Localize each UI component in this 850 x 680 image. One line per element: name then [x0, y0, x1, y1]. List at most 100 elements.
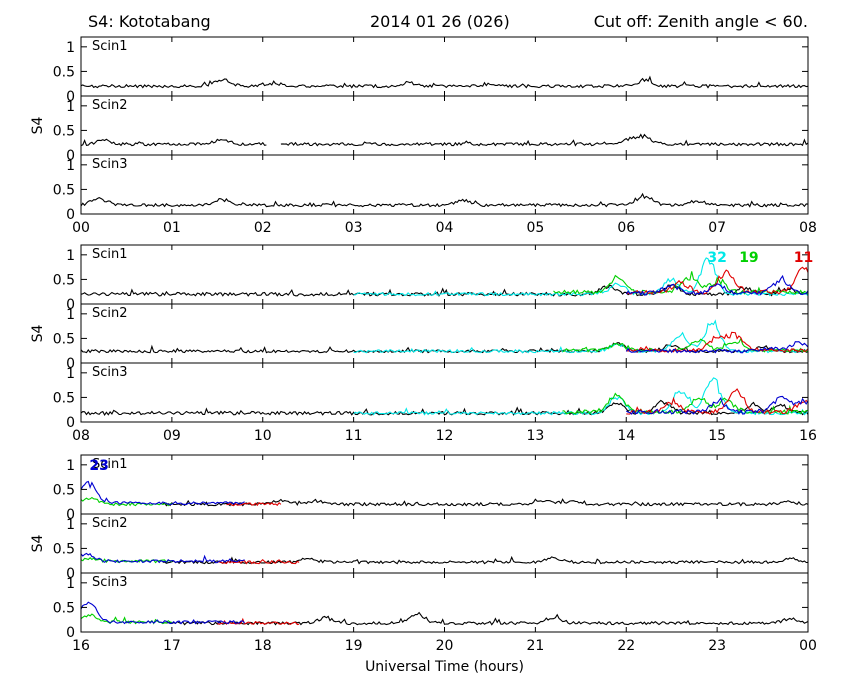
- y-tick-label: 1: [66, 248, 75, 264]
- x-tick-label: 08: [799, 220, 817, 236]
- panel-label: Scin2: [92, 516, 128, 531]
- series-line-g3-p3-black: [162, 611, 809, 626]
- x-tick-label: 10: [254, 428, 272, 444]
- y-tick-label: 0.5: [53, 482, 75, 498]
- y-tick-label: 0.5: [53, 182, 75, 198]
- series-line-g1-p1-black: [80, 75, 809, 89]
- series-line-g3-p2-green: [80, 557, 173, 564]
- y-tick-label: 0: [66, 415, 75, 431]
- y-tick-label: 0.5: [53, 541, 75, 557]
- series-line-g3-p3-red: [217, 617, 300, 626]
- x-tick-label: 13: [526, 428, 544, 444]
- series-line-g2-p3-green: [562, 392, 809, 415]
- y-tick-label: 0.5: [53, 331, 75, 347]
- x-tick-label: 00: [799, 638, 817, 654]
- x-tick-label: 21: [526, 638, 544, 654]
- y-tick-label: 1: [66, 517, 75, 533]
- y-tick-label: 0: [66, 148, 75, 164]
- y-tick-label: 0.5: [53, 64, 75, 80]
- series-line-g1-p3-black: [80, 192, 809, 208]
- x-tick-label: 18: [254, 638, 272, 654]
- series-line-g3-p1-red: [226, 501, 282, 507]
- x-tick-label: 11: [345, 428, 363, 444]
- y-tick-label: 0: [66, 625, 75, 641]
- x-tick-label: 15: [708, 428, 726, 444]
- series-line-g1-p2-black: [80, 133, 809, 147]
- series-line-g2-p3-blue: [626, 395, 809, 415]
- prn-annotation: 11: [794, 250, 813, 266]
- y-tick-label: 0: [66, 89, 75, 105]
- x-tick-label: 23: [708, 638, 726, 654]
- panel-label: Scin3: [92, 575, 128, 590]
- panel-frame: [80, 303, 809, 364]
- y-tick-label: 0.5: [53, 600, 75, 616]
- series-line-g2-p1-red: [626, 266, 809, 295]
- y-tick-label: 0: [66, 566, 75, 582]
- series-line-g2-p2-red: [626, 331, 809, 353]
- prn-annotation: 23: [89, 458, 108, 474]
- panel-frame: [80, 513, 809, 574]
- cutoff-title: Cut off: Zenith angle < 60.: [593, 12, 808, 31]
- x-tick-label: 08: [72, 428, 90, 444]
- y-tick-label: 0.5: [53, 390, 75, 406]
- x-axis-label: Universal Time (hours): [365, 659, 524, 675]
- series-line-g3-p2-red: [217, 558, 300, 565]
- y-tick-label: 1: [66, 458, 75, 474]
- series-line-g3-p1-black: [162, 498, 809, 507]
- x-tick-label: 00: [72, 220, 90, 236]
- y-axis-label: S4: [30, 535, 46, 553]
- x-tick-label: 16: [799, 428, 817, 444]
- date-title: 2014 01 26 (026): [370, 12, 510, 31]
- x-tick-label: 04: [436, 220, 454, 236]
- panel-frame: [80, 95, 809, 156]
- series-line-g2-p1-blue: [625, 274, 809, 296]
- prn-annotation: 19: [739, 250, 758, 266]
- x-tick-label: 20: [436, 638, 454, 654]
- series-line-g3-p3-blue: [80, 601, 246, 625]
- x-tick-label: 09: [163, 428, 181, 444]
- series-line-g3-p2-blue: [80, 552, 245, 564]
- panel-label: Scin1: [92, 39, 128, 54]
- chart-header: S4: Kototabang 2014 01 26 (026) Cut off:…: [0, 0, 850, 36]
- x-tick-label: 12: [436, 428, 454, 444]
- y-tick-label: 0: [66, 297, 75, 313]
- y-tick-label: 1: [66, 158, 75, 174]
- y-tick-label: 0: [66, 207, 75, 223]
- panel-label: Scin3: [92, 157, 128, 172]
- station-title: S4: Kototabang: [88, 12, 211, 31]
- x-tick-label: 01: [163, 220, 181, 236]
- x-tick-label: 22: [617, 638, 635, 654]
- x-tick-label: 14: [617, 428, 635, 444]
- x-tick-label: 02: [254, 220, 272, 236]
- series-line-g3-p1-blue: [80, 480, 245, 506]
- y-tick-label: 1: [66, 99, 75, 115]
- x-tick-label: 06: [617, 220, 635, 236]
- y-tick-label: 1: [66, 307, 75, 323]
- prn-annotation: 32: [707, 250, 726, 266]
- x-tick-label: 16: [72, 638, 90, 654]
- series-line-g2-p2-cyan: [353, 319, 809, 354]
- y-axis-label: S4: [30, 117, 46, 135]
- y-tick-label: 1: [66, 366, 75, 382]
- y-tick-label: 0: [66, 507, 75, 523]
- series-line-g2-p1-cyan: [353, 257, 809, 297]
- x-tick-label: 05: [526, 220, 544, 236]
- x-tick-label: 03: [345, 220, 363, 236]
- series-line-g3-p1-green: [80, 496, 172, 507]
- y-tick-label: 1: [66, 40, 75, 56]
- x-tick-label: 07: [708, 220, 726, 236]
- panel-label: Scin2: [92, 98, 128, 113]
- panel-label: Scin1: [92, 457, 128, 472]
- series-line-g2-p2-black: [80, 342, 809, 354]
- x-tick-label: 19: [345, 638, 363, 654]
- panel-label: Scin1: [92, 247, 128, 262]
- panel-label: Scin3: [92, 365, 128, 380]
- y-tick-label: 0: [66, 356, 75, 372]
- series-line-g2-p3-red: [626, 388, 809, 415]
- x-tick-label: 17: [163, 638, 181, 654]
- y-tick-label: 1: [66, 576, 75, 592]
- y-tick-label: 0.5: [53, 123, 75, 139]
- panel-label: Scin2: [92, 306, 128, 321]
- y-tick-label: 0.5: [53, 272, 75, 288]
